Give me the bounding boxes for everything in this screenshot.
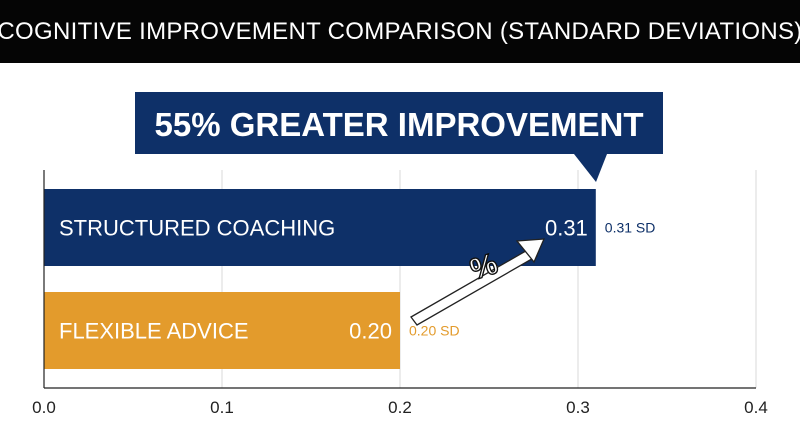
outside-value-label: 0.31 SD xyxy=(605,220,656,236)
outside-value-label: 0.20 SD xyxy=(409,323,460,339)
x-tick-label: 0.3 xyxy=(566,398,590,417)
value-label: 0.20 xyxy=(349,319,392,344)
bars: STRUCTURED COACHING 0.31 0.31 SD FLEXIBLE A… xyxy=(44,189,655,369)
x-tick-label: 0.2 xyxy=(388,398,412,417)
title-bar: COGNITIVE IMPROVEMENT COMPARISON (STANDA… xyxy=(0,0,800,63)
x-tick-label: 0.4 xyxy=(744,398,768,417)
x-axis: 0.0 0.1 0.2 0.3 0.4 xyxy=(32,170,768,417)
bar-2 xyxy=(44,292,400,369)
category-label: STRUCTURED COACHING xyxy=(59,216,335,241)
callout-box: 55% GREATER IMPROVEMENT xyxy=(135,92,663,182)
callout-text: 55% GREATER IMPROVEMENT xyxy=(155,106,644,143)
callout-background xyxy=(135,92,663,154)
bar-1 xyxy=(44,189,596,266)
category-label: FLEXIBLE ADVICE xyxy=(59,319,249,344)
value-label: 0.31 xyxy=(545,216,588,241)
callout-pointer xyxy=(574,154,607,182)
chart-title: COGNITIVE IMPROVEMENT COMPARISON (STANDA… xyxy=(0,17,800,45)
x-tick-label: 0.0 xyxy=(32,398,56,417)
x-tick-label: 0.1 xyxy=(210,398,234,417)
